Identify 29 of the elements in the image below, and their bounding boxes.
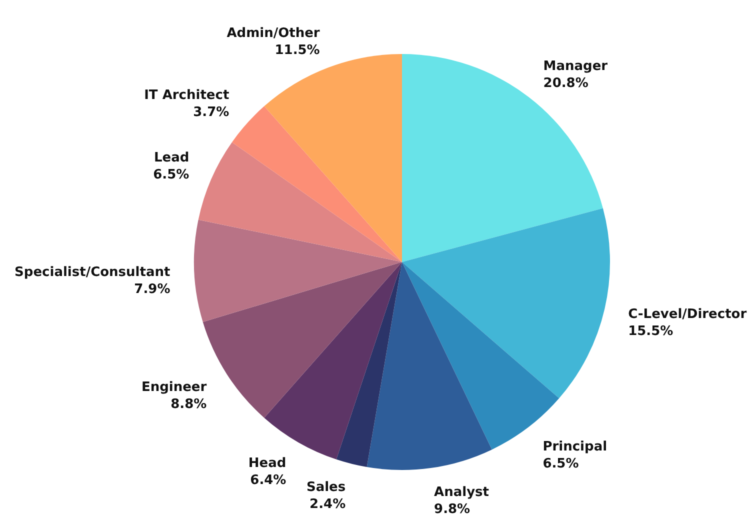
pie-slice: [232, 106, 402, 262]
pie-slice: [402, 208, 610, 398]
pie-slice: [336, 262, 402, 467]
slice-label: Principal: [542, 439, 608, 454]
data-label: 6.5%: [153, 168, 190, 183]
data-label: 2.4%: [310, 497, 346, 512]
slice-label: IT Architect: [144, 88, 230, 104]
slice-label: Specialist/Consultant: [14, 265, 170, 280]
data-label: 15.5%: [628, 324, 674, 340]
slice-label: Admin/Other: [226, 26, 320, 42]
data-label: 7.9%: [134, 282, 170, 298]
data-label: 11.5%: [274, 43, 320, 58]
slice-label: Lead: [154, 150, 190, 166]
slice-label: Head: [248, 456, 286, 472]
data-label: 9.8%: [434, 502, 470, 517]
data-label: 8.8%: [170, 397, 207, 412]
data-label: 3.7%: [193, 105, 230, 120]
slice-label: C-Level/Director: [628, 307, 748, 322]
slice-label: Engineer: [141, 380, 208, 396]
pie-slice: [264, 54, 402, 262]
data-label: 6.5%: [542, 456, 579, 472]
slice-label: Analyst: [434, 484, 490, 500]
slice-label: Sales: [306, 480, 346, 496]
data-label: 6.4%: [250, 473, 286, 488]
pie-slice: [366, 262, 492, 470]
data-label: 20.8%: [543, 76, 588, 91]
slice-label: Manager: [543, 58, 608, 74]
pie-slice: [194, 220, 402, 322]
pie-slice: [198, 142, 402, 262]
